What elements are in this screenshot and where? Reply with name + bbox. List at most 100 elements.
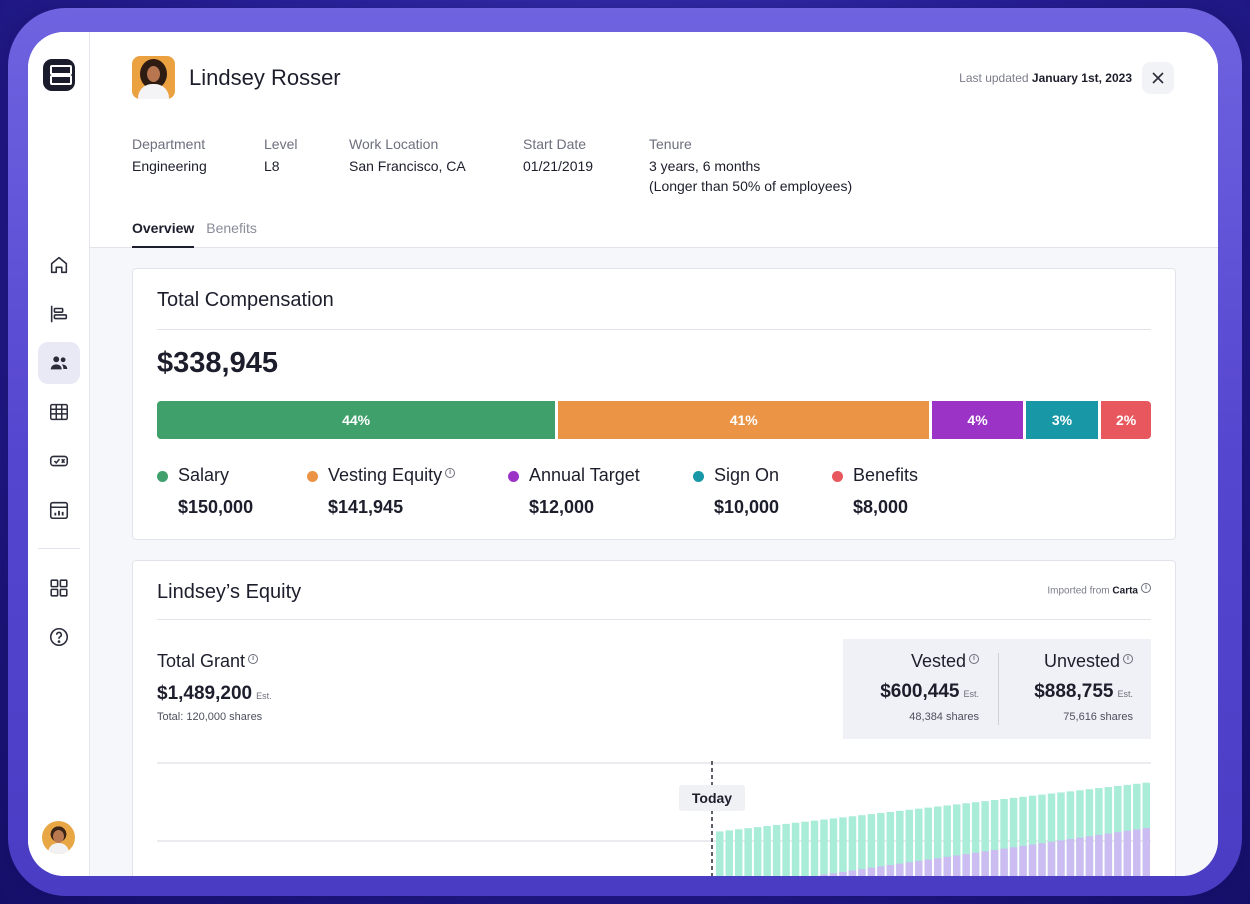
vested-bar: [744, 828, 752, 876]
info-icon[interactable]: i: [248, 654, 259, 664]
vested-bar: [1123, 784, 1132, 876]
vested-bar: [820, 819, 828, 876]
unvested-bar: [1000, 848, 1008, 876]
unvested-bar: [952, 855, 961, 876]
main-content: Total Compensation $338,945 44% 41% 4% 3…: [90, 248, 1218, 876]
vested-column: Vested i $600,445 Est. 48,384 shares: [880, 651, 979, 723]
unvested-bar: [820, 874, 828, 876]
unvested-bar: [896, 863, 904, 876]
vested-bar: [839, 817, 847, 876]
apps-grid-icon[interactable]: [38, 567, 80, 609]
unvested-bar: [915, 860, 923, 876]
info-icon[interactable]: i: [445, 468, 456, 478]
legend-dot: [157, 471, 168, 482]
unvested-bar: [905, 862, 914, 876]
segment-sign-on: 3%: [1025, 401, 1099, 439]
people-icon[interactable]: [38, 342, 80, 384]
unvested-bar: [1133, 829, 1141, 876]
total-shares: Total: 120,000 shares: [157, 711, 263, 723]
meta-department: Department Engineering: [132, 136, 207, 174]
segment-benefits: 2%: [1101, 401, 1151, 439]
vested-bar: [1066, 791, 1075, 876]
sidebar: [28, 32, 90, 876]
app-window: Lindsey Rosser Last updated January 1st,…: [28, 32, 1218, 876]
app-logo-icon[interactable]: [43, 59, 75, 91]
current-user-avatar[interactable]: [42, 821, 75, 854]
legend-dot: [307, 471, 318, 482]
today-label-bg: [679, 785, 745, 811]
unvested-bar: [867, 867, 876, 876]
total-compensation-card: Total Compensation $338,945 44% 41% 4% 3…: [132, 268, 1176, 540]
unvested-bar: [1142, 828, 1150, 876]
ticket-icon[interactable]: [38, 440, 80, 482]
vesting-chart: Today: [157, 761, 1151, 876]
unvested-bar: [990, 849, 999, 876]
vested-bar: [801, 821, 809, 876]
meta-work-location: Work Location San Francisco, CA: [349, 136, 466, 174]
vested-bar: [753, 827, 762, 876]
unvested-bar: [943, 856, 951, 876]
vested-bar: [971, 802, 980, 876]
vested-bar: [896, 810, 904, 876]
spreadsheet-icon[interactable]: [38, 391, 80, 433]
vested-bar: [772, 824, 781, 876]
vested-bar: [791, 822, 800, 876]
unvested-bar: [1038, 843, 1046, 876]
vested-bar: [716, 831, 724, 876]
vested-bar: [981, 801, 989, 876]
equity-card: Lindsey’s Equity Imported from Carta i To…: [132, 560, 1176, 876]
total-grant-label: Total Grant i: [157, 651, 259, 672]
card-title: Lindsey’s Equity: [157, 581, 302, 603]
unvested-bar: [839, 871, 847, 876]
vested-bar: [990, 800, 999, 876]
unvested-bar: [1085, 836, 1094, 876]
unvested-bar: [829, 873, 838, 876]
vested-bar: [1019, 796, 1027, 876]
vested-bar: [1104, 787, 1113, 876]
info-icon[interactable]: i: [1141, 583, 1151, 593]
info-icon[interactable]: i: [969, 654, 979, 664]
last-updated: Last updated January 1st, 2023: [959, 71, 1132, 85]
employee-avatar: [132, 56, 175, 99]
segment-annual-target: 4%: [932, 401, 1023, 439]
meta-tenure: Tenure 3 years, 6 months (Longer than 50…: [649, 136, 853, 194]
vested-bar: [915, 808, 923, 876]
org-chart-icon[interactable]: [38, 293, 80, 335]
vested-bar: [1076, 790, 1084, 876]
vesting-summary: Vested i $600,445 Est. 48,384 shares Unves…: [843, 639, 1151, 739]
vested-bar: [962, 803, 970, 876]
vested-bar: [829, 818, 838, 876]
card-title: Total Compensation: [157, 289, 334, 311]
vested-bar: [1000, 798, 1008, 876]
calendar-chart-icon[interactable]: [38, 489, 80, 531]
card-divider: [157, 619, 1151, 620]
unvested-bar: [981, 851, 989, 876]
employee-name: Lindsey Rosser: [189, 65, 341, 90]
home-icon[interactable]: [38, 244, 80, 286]
unvested-bar: [1009, 847, 1018, 876]
vested-bar: [1085, 789, 1094, 876]
unvested-bar: [934, 858, 942, 876]
tab-benefits[interactable]: Benefits: [206, 220, 257, 236]
vested-bar: [848, 816, 857, 876]
vested-bar: [858, 815, 866, 876]
tab-overview[interactable]: Overview: [132, 220, 195, 248]
vested-bar: [1038, 794, 1046, 876]
unvested-bar: [1019, 845, 1027, 876]
unvested-bar: [1123, 830, 1132, 876]
unvested-bar: [1028, 844, 1037, 876]
vested-bar: [734, 829, 743, 876]
vested-bar: [943, 805, 951, 876]
unvested-bar: [971, 852, 980, 876]
unvested-bar: [1104, 833, 1113, 876]
close-button[interactable]: [1142, 62, 1174, 94]
vested-bar: [1057, 792, 1065, 876]
help-icon[interactable]: [38, 616, 80, 658]
vested-bar: [763, 826, 771, 876]
legend-dot: [693, 471, 704, 482]
unvested-bar: [886, 865, 895, 876]
vested-bar: [867, 814, 876, 876]
vested-bar: [1028, 795, 1037, 876]
sidebar-divider: [38, 548, 80, 549]
info-icon[interactable]: i: [1123, 654, 1133, 664]
